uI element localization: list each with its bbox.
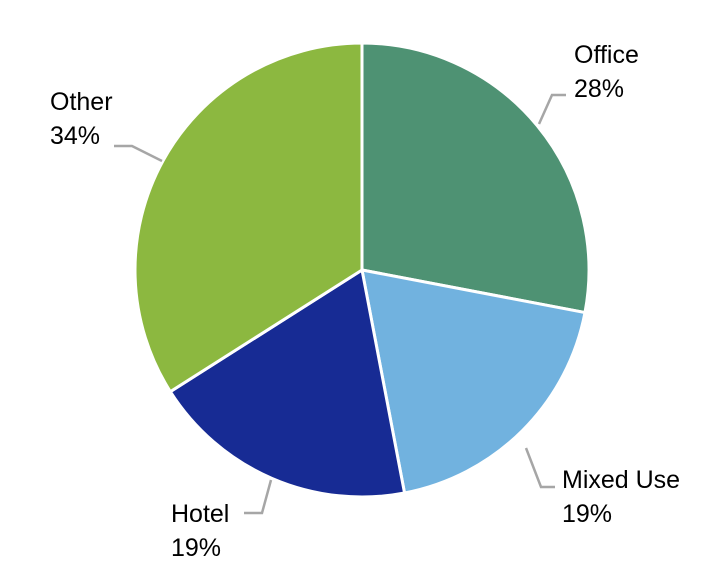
slice-label-office: Office 28%	[574, 41, 646, 103]
leader-line-hotel	[244, 479, 273, 515]
leader-line-office	[537, 93, 566, 125]
slice-percent-office: 28%	[574, 75, 624, 103]
slice-label-hotel: Hotel 19%	[171, 500, 236, 562]
slice-name-mixed-use: Mixed Use	[562, 466, 680, 494]
slice-name-other: Other	[50, 88, 113, 116]
slice-name-office: Office	[574, 41, 639, 69]
pie-slice-office	[360, 41, 591, 315]
slice-percent-other: 34%	[50, 122, 100, 150]
slice-percent-mixed-use: 19%	[562, 500, 612, 528]
pie-slice-other	[133, 41, 364, 394]
pie-slice-hotel	[168, 267, 407, 499]
slice-percent-hotel: 19%	[171, 534, 221, 562]
slice-name-hotel: Hotel	[171, 500, 229, 528]
pie-slice-mixed-use	[360, 268, 587, 495]
leader-line-other	[114, 144, 163, 163]
pie-slices	[133, 41, 591, 499]
slice-label-mixed-use: Mixed Use 19%	[562, 466, 687, 528]
slice-label-other: Other 34%	[50, 88, 119, 150]
leader-line-mixed-use	[524, 447, 555, 489]
